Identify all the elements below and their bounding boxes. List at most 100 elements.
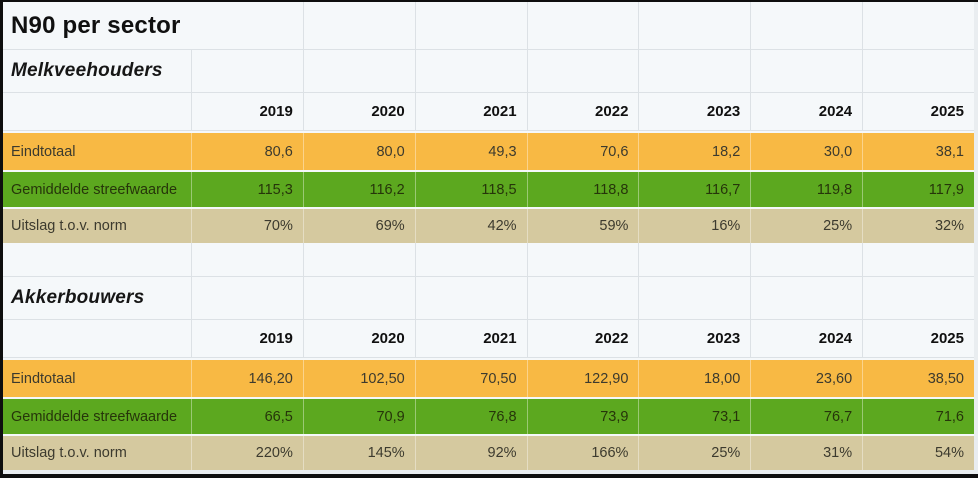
empty-cell	[638, 277, 750, 319]
year-header-2025: 2025	[862, 320, 974, 357]
empty-cell	[302, 2, 415, 49]
value-cell: 102,50	[302, 360, 415, 397]
empty-cell	[414, 243, 527, 276]
year-header-2022: 2022	[526, 93, 639, 130]
value-cell: 23,60	[750, 360, 862, 397]
empty-cell	[414, 2, 527, 49]
row-label: Uitslag t.o.v. norm	[11, 218, 127, 234]
year-header-row: 2019 2020 2021 2022 2023 2024 2025	[3, 320, 974, 358]
year-header-2023: 2023	[638, 93, 750, 130]
row-label: Eindtotaal	[11, 143, 76, 160]
value-cell: 118,8	[526, 172, 639, 207]
value-cell: 32%	[862, 209, 974, 243]
value-cell: 18,2	[638, 133, 750, 170]
year-header-2019: 2019	[191, 320, 303, 357]
empty-cell	[526, 277, 639, 319]
year-header-2025: 2025	[862, 93, 974, 130]
year-header-2022: 2022	[526, 320, 639, 357]
value-cell: 166%	[526, 436, 639, 470]
value-cell: 38,1	[862, 133, 974, 170]
empty-cell	[750, 243, 862, 276]
empty-cell	[862, 50, 974, 92]
value-cell: 71,6	[862, 399, 974, 434]
empty-cell	[862, 243, 974, 276]
empty-cell	[862, 2, 974, 49]
row-label: Uitslag t.o.v. norm	[11, 445, 127, 461]
empty-cell	[750, 2, 862, 49]
value-cell: 18,00	[638, 360, 750, 397]
value-cell: 30,0	[750, 133, 862, 170]
year-header-2019: 2019	[191, 93, 303, 130]
empty-cell	[414, 50, 527, 92]
empty-cell	[750, 50, 862, 92]
value-cell: 49,3	[414, 133, 527, 170]
section-title: Akkerbouwers	[11, 287, 145, 308]
value-cell: 69%	[302, 209, 415, 243]
value-cell: 145%	[302, 436, 415, 470]
empty-cell	[862, 277, 974, 319]
value-cell: 54%	[862, 436, 974, 470]
value-cell: 122,90	[526, 360, 639, 397]
empty-cell	[526, 243, 639, 276]
value-cell: 115,3	[191, 172, 303, 207]
year-header-2021: 2021	[414, 320, 527, 357]
year-header-2023: 2023	[638, 320, 750, 357]
value-cell: 70,6	[526, 133, 639, 170]
data-row-tan: Uitslag t.o.v. norm 70% 69% 42% 59% 16% 25% 32%	[3, 209, 974, 243]
value-cell: 146,20	[191, 360, 303, 397]
empty-cell	[750, 277, 862, 319]
empty-cell	[3, 243, 191, 276]
empty-cell	[191, 243, 303, 276]
title-row: N90 per sector	[3, 2, 974, 50]
row-label: Gemiddelde streefwaarde	[11, 181, 178, 198]
year-header-2024: 2024	[750, 93, 862, 130]
year-header-row: 2019 2020 2021 2022 2023 2024 2025	[3, 93, 974, 131]
value-cell: 73,9	[526, 399, 639, 434]
row-label: Eindtotaal	[11, 370, 76, 387]
section-header-row: Akkerbouwers	[3, 277, 974, 320]
empty-cell	[3, 93, 191, 130]
value-cell: 76,7	[750, 399, 862, 434]
value-cell: 116,2	[302, 172, 415, 207]
section-header-row: Melkveehouders	[3, 50, 974, 93]
data-row-orange: Eindtotaal 80,6 80,0 49,3 70,6 18,2 30,0 38,1	[3, 133, 974, 170]
value-cell: 66,5	[191, 399, 303, 434]
empty-cell	[526, 2, 639, 49]
empty-cell	[191, 277, 303, 319]
value-cell: 16%	[638, 209, 750, 243]
year-header-2021: 2021	[414, 93, 527, 130]
value-cell: 119,8	[750, 172, 862, 207]
section-title: Melkveehouders	[11, 60, 163, 81]
data-row-tan: Uitslag t.o.v. norm 220% 145% 92% 166% 25% 31%…	[3, 436, 974, 470]
value-cell: 25%	[638, 436, 750, 470]
empty-cell	[3, 320, 191, 357]
value-cell: 80,6	[191, 133, 303, 170]
value-cell: 220%	[191, 436, 303, 470]
empty-cell	[302, 277, 415, 319]
value-cell: 38,50	[862, 360, 974, 397]
value-cell: 25%	[750, 209, 862, 243]
value-cell: 116,7	[638, 172, 750, 207]
value-cell: 31%	[750, 436, 862, 470]
value-cell: 73,1	[638, 399, 750, 434]
empty-cell	[302, 243, 415, 276]
value-cell: 80,0	[302, 133, 415, 170]
spacer-row	[3, 243, 974, 277]
spreadsheet-table: N90 per sector Melkveehouders 2019 2020 2021…	[3, 2, 978, 474]
value-cell: 70,9	[302, 399, 415, 434]
data-row-green: Gemiddelde streefwaarde 115,3 116,2 118,5 11…	[3, 172, 974, 207]
year-header-2024: 2024	[750, 320, 862, 357]
value-cell: 118,5	[414, 172, 527, 207]
value-cell: 92%	[414, 436, 527, 470]
year-header-2020: 2020	[302, 320, 415, 357]
page-title: N90 per sector	[11, 11, 181, 39]
year-header-2020: 2020	[302, 93, 415, 130]
empty-cell	[638, 243, 750, 276]
row-label: Gemiddelde streefwaarde	[11, 408, 178, 425]
empty-cell	[638, 2, 750, 49]
value-cell: 42%	[414, 209, 527, 243]
empty-cell	[638, 50, 750, 92]
empty-cell	[302, 50, 415, 92]
empty-cell	[191, 50, 303, 92]
empty-cell	[414, 277, 527, 319]
